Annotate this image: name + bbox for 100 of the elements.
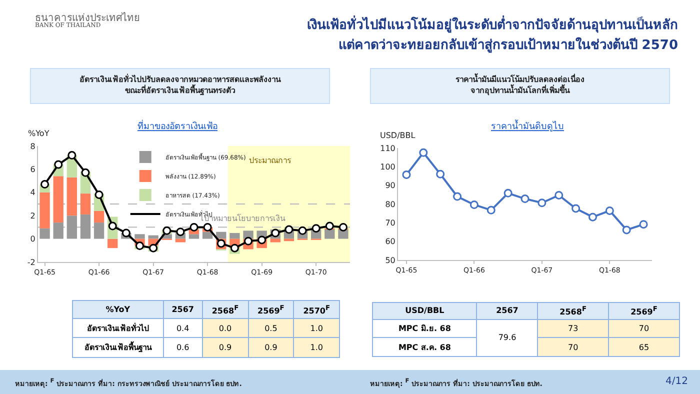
bar (94, 210, 104, 223)
text: 1.0 (310, 324, 323, 333)
bar (230, 233, 240, 239)
category-label: อัตราเงินเฟ้อพื้นฐาน (84, 343, 152, 352)
y-tick-label: 0 (30, 234, 36, 244)
y-tick-label: 110 (380, 144, 396, 153)
point (572, 204, 580, 213)
category-label: 2568$^{F}$ (538, 302, 609, 320)
category-label: 2568$^{F}$ (202, 300, 248, 318)
point (162, 226, 172, 235)
bar (216, 232, 226, 239)
point (40, 180, 50, 189)
text: 70 (568, 342, 578, 352)
point (402, 170, 411, 179)
bar (134, 234, 145, 239)
text: %YoY (72, 300, 164, 318)
point (298, 226, 307, 235)
bar (202, 232, 213, 239)
category-label: MPC ส.ค. 68 (398, 342, 451, 352)
point (122, 228, 130, 238)
bar (108, 238, 118, 248)
point (338, 222, 348, 232)
text: 0.4 (176, 324, 190, 333)
text: 0.6 (176, 343, 190, 352)
point (54, 160, 63, 169)
y-tick-label: 4 (30, 188, 36, 198)
y-tick-label: 2 (30, 211, 36, 220)
bar (40, 192, 50, 228)
point (520, 194, 530, 204)
point (190, 222, 198, 232)
point (176, 228, 185, 236)
y-tick-label: -2 (27, 258, 36, 267)
y-tick-label: 60 (385, 237, 396, 246)
bar (80, 194, 91, 214)
bar (148, 235, 158, 239)
point (94, 190, 104, 199)
category-label: 2569$^{F}$ (248, 300, 294, 318)
text: 73 (568, 324, 578, 334)
category-label: 2570$^{F}$ (294, 300, 340, 318)
bar (66, 216, 77, 239)
y-axis-title: %YoY (28, 129, 50, 138)
bar (66, 177, 77, 216)
y-tick-label: 80 (385, 200, 396, 209)
bar (40, 228, 50, 239)
point (68, 151, 76, 160)
y-tick-label: 6 (30, 165, 36, 174)
point (419, 148, 428, 157)
point (203, 222, 212, 232)
bar (324, 230, 335, 239)
point (453, 192, 462, 201)
bar (188, 234, 200, 239)
text: 0.5 (264, 324, 278, 333)
bar (175, 238, 186, 242)
point (81, 168, 90, 177)
bar (270, 238, 280, 242)
chart-title: ราคาน้ำมันดิบดูไบ (491, 119, 564, 132)
y-tick-label: 100 (380, 162, 396, 172)
text: 79.6 (498, 333, 516, 342)
bar (94, 222, 104, 239)
point (312, 224, 320, 233)
text: 0.9 (264, 343, 278, 352)
point (554, 190, 564, 200)
category-label: 2567 (163, 300, 202, 318)
category-label: 2569$^{F}$ (608, 302, 680, 320)
chart-title: ที่มาของอัตราเงินเฟ้อ (138, 119, 218, 132)
y-tick-label: 8 (30, 142, 36, 151)
text: 70 (638, 324, 650, 334)
text: 65 (638, 342, 650, 352)
y-tick-label: 70 (385, 218, 396, 228)
point (244, 236, 253, 246)
category-label: MPC มิ.ย. 68 (398, 324, 451, 334)
text: 0.9 (218, 343, 232, 352)
text: 1.0 (310, 343, 323, 352)
text: USD/BBL (372, 302, 477, 320)
bar (53, 222, 64, 239)
bar (53, 176, 64, 223)
point (605, 206, 614, 215)
category-label: อัตราเงินเฟ้อทั่วไป (86, 324, 149, 333)
y-tick-label: 90 (385, 181, 396, 190)
text: 4/12 (666, 376, 688, 387)
point (538, 198, 546, 208)
point (135, 242, 144, 250)
text: 0.0 (218, 324, 232, 333)
annotation: ประมาณการ (249, 156, 292, 165)
bar (80, 214, 91, 239)
point (622, 226, 631, 234)
point (230, 244, 239, 252)
point (258, 236, 266, 244)
y-axis-title: USD/BBL (380, 131, 416, 140)
point (436, 170, 445, 178)
bar (338, 230, 348, 239)
point (486, 206, 496, 214)
point (284, 225, 294, 234)
text: เงินเฟ้อทั่วไปมีแนวโน้มอยู่ในระดับต่ำจากปัจจัยด้านอุปทานเป็นหลัก แต่คาดว่าจะทยอยกลับเข้าสู่กรอบเป้าหมายในช่วงต้นปี 2570 (307, 16, 678, 56)
point (639, 220, 648, 229)
point (588, 212, 597, 222)
y-tick-label: 50 (385, 256, 396, 265)
category-label: 2567 (476, 302, 538, 320)
point (470, 200, 478, 209)
chart-subtitle: อัตราเงินเฟ้อทั่วไปปรับลดลงจากหมวดอาหารสดและพลังงาน ขณะที่อัตราเงินเฟ้อพื้นฐานทรงตัว (30, 68, 330, 104)
